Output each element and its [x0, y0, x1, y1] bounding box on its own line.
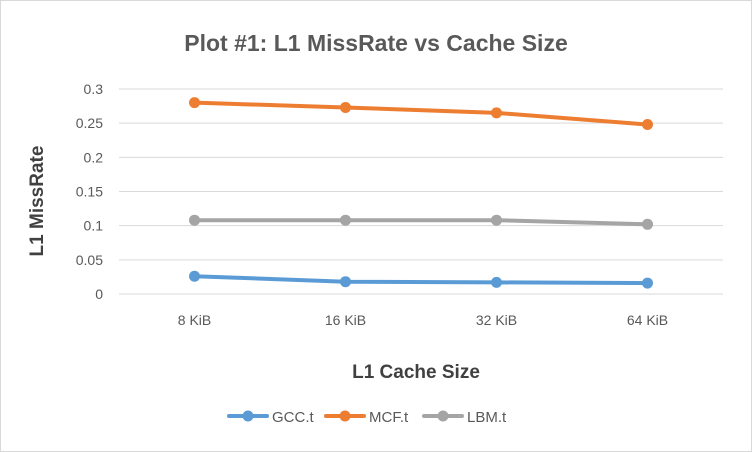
y-tick-label: 0.1: [84, 218, 104, 234]
legend-label: LBM.t: [467, 409, 507, 426]
legend-marker: [242, 410, 254, 422]
y-tick-label: 0.3: [84, 81, 104, 97]
data-point: [189, 214, 200, 226]
legend: GCC.t MCF.t LBM.t: [227, 409, 507, 426]
x-axis-title: L1 Cache Size: [352, 362, 480, 383]
legend-marker: [339, 410, 351, 422]
legend-label: GCC.t: [272, 409, 315, 426]
gridlines: [119, 88, 723, 295]
legend-label: MCF.t: [369, 409, 409, 426]
y-tick-label: 0.15: [76, 184, 103, 200]
y-tick-label: 0.05: [76, 252, 103, 268]
y-axis-ticks: 0 0.05 0.1 0.15 0.2 0.25 0.3: [76, 81, 103, 302]
data-point: [491, 276, 502, 288]
series-lines: [189, 97, 653, 289]
x-tick-label: 64 KiB: [627, 312, 668, 328]
data-point: [340, 214, 351, 226]
y-tick-label: 0.2: [84, 149, 104, 165]
x-tick-label: 16 KiB: [325, 312, 366, 328]
legend-marker: [437, 410, 449, 422]
data-point: [491, 107, 502, 119]
series-line-1: [192, 100, 650, 127]
series-line-0: [192, 274, 650, 286]
data-point: [642, 218, 653, 230]
y-axis-title: L1 MissRate: [27, 146, 48, 257]
data-point: [491, 214, 502, 226]
data-point: [340, 276, 351, 288]
data-point: [189, 97, 200, 109]
x-tick-label: 32 KiB: [476, 312, 517, 328]
data-point: [642, 277, 653, 289]
data-point: [189, 270, 200, 282]
x-tick-label: 8 KiB: [178, 312, 211, 328]
data-point: [642, 119, 653, 131]
y-tick-label: 0.25: [76, 115, 103, 131]
chart-title: Plot #1: L1 MissRate vs Cache Size: [184, 30, 568, 56]
x-axis-ticks: 8 KiB 16 KiB 32 KiB 64 KiB: [178, 312, 668, 328]
data-point: [340, 101, 351, 113]
series-line-2: [192, 218, 650, 227]
y-tick-label: 0: [95, 286, 103, 302]
